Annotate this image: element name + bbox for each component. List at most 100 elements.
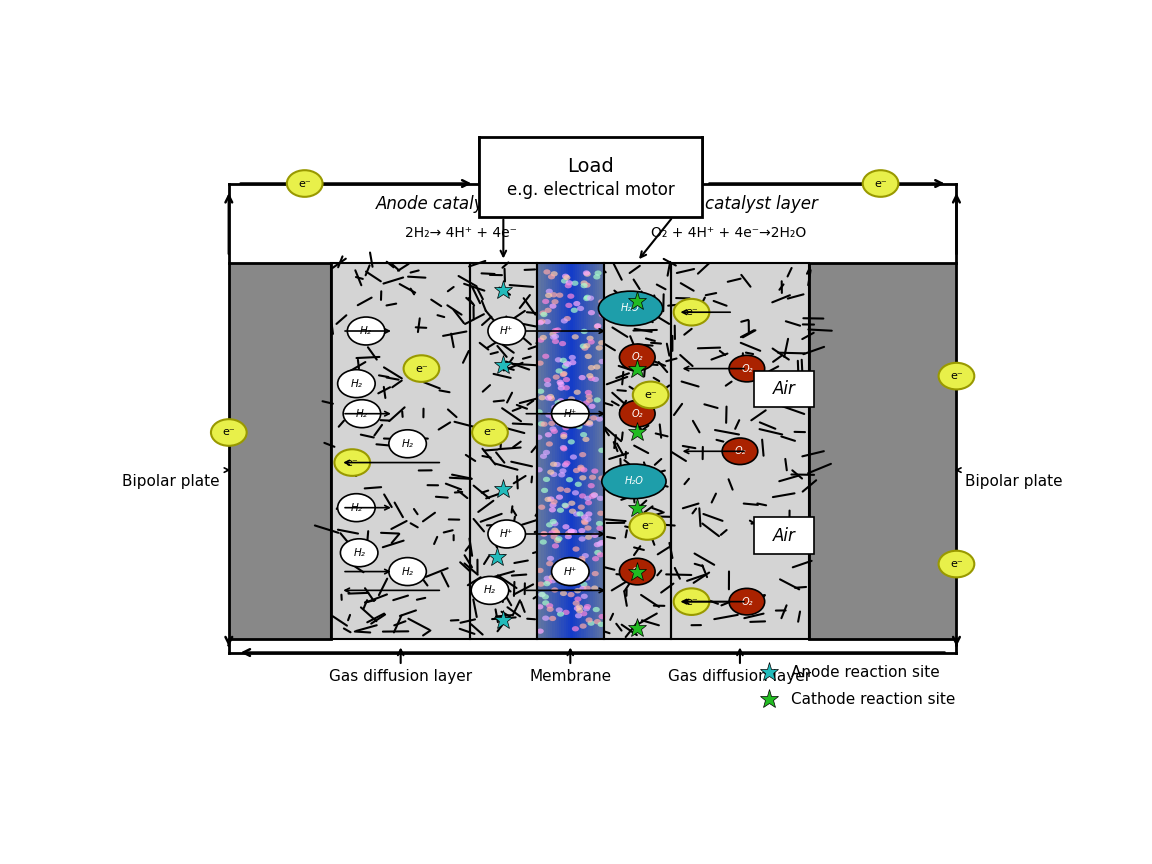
- Circle shape: [556, 379, 563, 385]
- Circle shape: [591, 533, 598, 538]
- Text: H⁺: H⁺: [500, 529, 514, 539]
- Circle shape: [562, 524, 569, 530]
- Circle shape: [558, 398, 564, 403]
- Circle shape: [556, 494, 563, 499]
- Bar: [556, 264, 559, 639]
- Circle shape: [544, 575, 551, 581]
- Circle shape: [564, 362, 571, 367]
- Bar: [604, 264, 670, 639]
- Text: e.g. electrical motor: e.g. electrical motor: [507, 181, 674, 200]
- Circle shape: [544, 270, 551, 275]
- Circle shape: [552, 575, 560, 580]
- Text: Membrane: Membrane: [529, 669, 612, 684]
- Circle shape: [538, 421, 545, 427]
- Circle shape: [578, 404, 585, 410]
- Text: H⁺: H⁺: [563, 567, 577, 576]
- Circle shape: [729, 355, 765, 382]
- Circle shape: [585, 353, 592, 359]
- Circle shape: [545, 293, 552, 298]
- Bar: [604, 264, 670, 639]
- Bar: [470, 264, 537, 639]
- Circle shape: [554, 400, 562, 405]
- Bar: [599, 264, 601, 639]
- Circle shape: [579, 344, 586, 349]
- Text: H₂O: H₂O: [621, 303, 641, 314]
- Circle shape: [552, 328, 559, 334]
- Circle shape: [584, 271, 591, 276]
- Circle shape: [566, 280, 573, 285]
- Circle shape: [540, 454, 547, 459]
- Circle shape: [552, 299, 559, 304]
- Circle shape: [571, 281, 578, 286]
- Text: H₂: H₂: [361, 326, 372, 336]
- Circle shape: [585, 511, 592, 517]
- Ellipse shape: [598, 291, 662, 326]
- Circle shape: [593, 274, 600, 280]
- Circle shape: [550, 503, 556, 508]
- Circle shape: [581, 581, 588, 587]
- Circle shape: [569, 404, 577, 410]
- Circle shape: [540, 335, 547, 340]
- Circle shape: [537, 338, 544, 343]
- Text: H₂O: H₂O: [624, 476, 643, 486]
- Circle shape: [588, 340, 594, 345]
- Circle shape: [574, 588, 581, 594]
- Circle shape: [562, 610, 569, 615]
- Circle shape: [566, 302, 573, 308]
- Circle shape: [586, 397, 593, 403]
- Circle shape: [551, 472, 558, 477]
- Circle shape: [573, 467, 581, 473]
- Circle shape: [576, 511, 584, 517]
- Circle shape: [540, 531, 547, 537]
- Circle shape: [562, 406, 569, 411]
- Bar: [553, 264, 555, 639]
- Circle shape: [597, 525, 604, 530]
- Bar: [470, 264, 537, 639]
- Circle shape: [586, 335, 593, 341]
- Text: O₂: O₂: [734, 447, 745, 456]
- Bar: [559, 264, 561, 639]
- Bar: [551, 264, 553, 639]
- Circle shape: [589, 474, 596, 480]
- Bar: [809, 264, 956, 639]
- Circle shape: [552, 528, 559, 533]
- Bar: [590, 264, 592, 639]
- Circle shape: [564, 534, 571, 539]
- Circle shape: [568, 592, 575, 597]
- Circle shape: [569, 509, 576, 514]
- Circle shape: [576, 605, 583, 610]
- Circle shape: [537, 628, 544, 634]
- Circle shape: [536, 435, 543, 440]
- Circle shape: [343, 400, 380, 428]
- Text: 2H₂→ 4H⁺ + 4e⁻: 2H₂→ 4H⁺ + 4e⁻: [406, 226, 517, 240]
- Circle shape: [548, 575, 555, 580]
- Circle shape: [561, 575, 568, 580]
- Circle shape: [592, 556, 599, 562]
- Circle shape: [594, 550, 601, 556]
- Circle shape: [545, 396, 552, 401]
- Circle shape: [598, 622, 605, 627]
- Circle shape: [552, 568, 560, 574]
- Circle shape: [591, 468, 598, 473]
- Circle shape: [488, 520, 525, 548]
- Circle shape: [594, 270, 601, 276]
- Text: e⁻: e⁻: [644, 390, 657, 400]
- Circle shape: [581, 594, 588, 599]
- Circle shape: [540, 312, 547, 317]
- Circle shape: [620, 344, 655, 371]
- Circle shape: [598, 475, 605, 480]
- Circle shape: [545, 497, 552, 502]
- Bar: [332, 264, 470, 639]
- Circle shape: [562, 504, 569, 509]
- Circle shape: [560, 372, 567, 378]
- Circle shape: [575, 481, 582, 487]
- Circle shape: [578, 556, 585, 562]
- Circle shape: [582, 553, 589, 558]
- Circle shape: [540, 539, 547, 544]
- Bar: [479, 137, 702, 217]
- Circle shape: [570, 529, 577, 535]
- Circle shape: [553, 530, 560, 536]
- Circle shape: [568, 439, 575, 445]
- Circle shape: [562, 274, 569, 279]
- Circle shape: [550, 578, 556, 583]
